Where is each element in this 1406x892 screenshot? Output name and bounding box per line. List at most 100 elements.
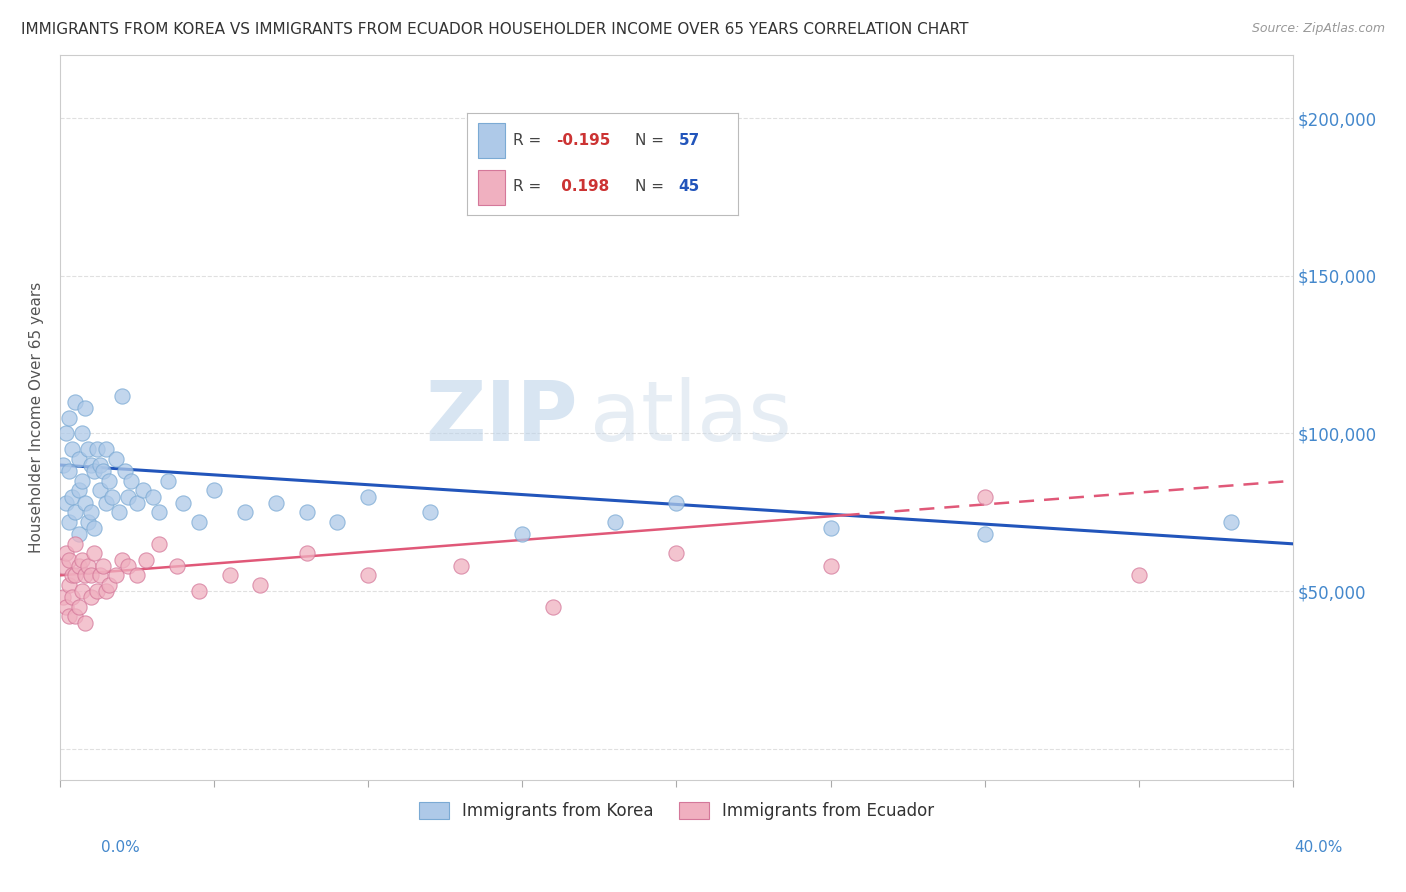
Point	[52, 591, 75, 605]
Point	[67, 558, 90, 573]
Point	[187, 584, 209, 599]
Point	[58, 464, 80, 478]
Text: 0.0%: 0.0%	[101, 840, 141, 855]
Point	[202, 483, 225, 498]
Point	[67, 451, 90, 466]
Point	[83, 521, 105, 535]
Point	[80, 568, 103, 582]
Point	[665, 546, 688, 560]
Point	[83, 546, 105, 560]
Point	[156, 474, 179, 488]
Point	[820, 521, 842, 535]
Point	[1128, 568, 1150, 582]
Point	[70, 552, 93, 566]
Point	[295, 505, 318, 519]
Point	[80, 591, 103, 605]
Point	[820, 558, 842, 573]
Point	[973, 490, 995, 504]
Point	[65, 505, 87, 519]
Point	[58, 609, 80, 624]
Legend: Immigrants from Korea, Immigrants from Ecuador: Immigrants from Korea, Immigrants from E…	[412, 795, 941, 826]
Point	[89, 568, 111, 582]
Point	[55, 546, 77, 560]
Point	[70, 584, 93, 599]
Point	[52, 558, 75, 573]
Point	[114, 464, 136, 478]
Point	[357, 568, 380, 582]
Point	[233, 505, 256, 519]
Point	[67, 483, 90, 498]
Point	[357, 490, 380, 504]
Point	[89, 458, 111, 472]
Point	[132, 483, 155, 498]
Point	[60, 568, 83, 582]
Text: IMMIGRANTS FROM KOREA VS IMMIGRANTS FROM ECUADOR HOUSEHOLDER INCOME OVER 65 YEAR: IMMIGRANTS FROM KOREA VS IMMIGRANTS FROM…	[21, 22, 969, 37]
Point	[512, 527, 534, 541]
Point	[101, 490, 124, 504]
Point	[86, 584, 108, 599]
Point	[65, 568, 87, 582]
Point	[104, 568, 127, 582]
Point	[55, 426, 77, 441]
Point	[141, 490, 163, 504]
Point	[218, 568, 240, 582]
Point	[127, 496, 149, 510]
Point	[249, 578, 271, 592]
Point	[60, 490, 83, 504]
Point	[419, 505, 441, 519]
Text: Source: ZipAtlas.com: Source: ZipAtlas.com	[1251, 22, 1385, 36]
Point	[60, 591, 83, 605]
Point	[52, 458, 75, 472]
Point	[65, 609, 87, 624]
Point	[107, 505, 129, 519]
Point	[67, 599, 90, 614]
Point	[73, 615, 96, 630]
Point	[135, 552, 157, 566]
Point	[450, 558, 472, 573]
Text: 40.0%: 40.0%	[1295, 840, 1343, 855]
Point	[80, 458, 103, 472]
Point	[603, 515, 626, 529]
Point	[73, 401, 96, 416]
Point	[96, 442, 118, 457]
Point	[111, 389, 134, 403]
Text: atlas: atlas	[591, 377, 792, 458]
Point	[58, 578, 80, 592]
Point	[148, 537, 170, 551]
Point	[96, 496, 118, 510]
Point	[665, 496, 688, 510]
Point	[98, 578, 121, 592]
Point	[91, 464, 114, 478]
Point	[70, 474, 93, 488]
Point	[98, 474, 121, 488]
Point	[117, 490, 139, 504]
Point	[117, 558, 139, 573]
Point	[120, 474, 142, 488]
Point	[1220, 515, 1243, 529]
Point	[326, 515, 349, 529]
Point	[83, 464, 105, 478]
Point	[58, 515, 80, 529]
Point	[80, 505, 103, 519]
Point	[89, 483, 111, 498]
Point	[55, 496, 77, 510]
Point	[187, 515, 209, 529]
Point	[973, 527, 995, 541]
Point	[76, 558, 98, 573]
Point	[73, 568, 96, 582]
Point	[264, 496, 287, 510]
Point	[127, 568, 149, 582]
Point	[541, 599, 564, 614]
Point	[91, 558, 114, 573]
Point	[76, 515, 98, 529]
Point	[73, 496, 96, 510]
Point	[104, 451, 127, 466]
Point	[65, 395, 87, 409]
Point	[96, 584, 118, 599]
Point	[76, 442, 98, 457]
Point	[58, 552, 80, 566]
Point	[86, 442, 108, 457]
Point	[166, 558, 188, 573]
Point	[70, 426, 93, 441]
Point	[295, 546, 318, 560]
